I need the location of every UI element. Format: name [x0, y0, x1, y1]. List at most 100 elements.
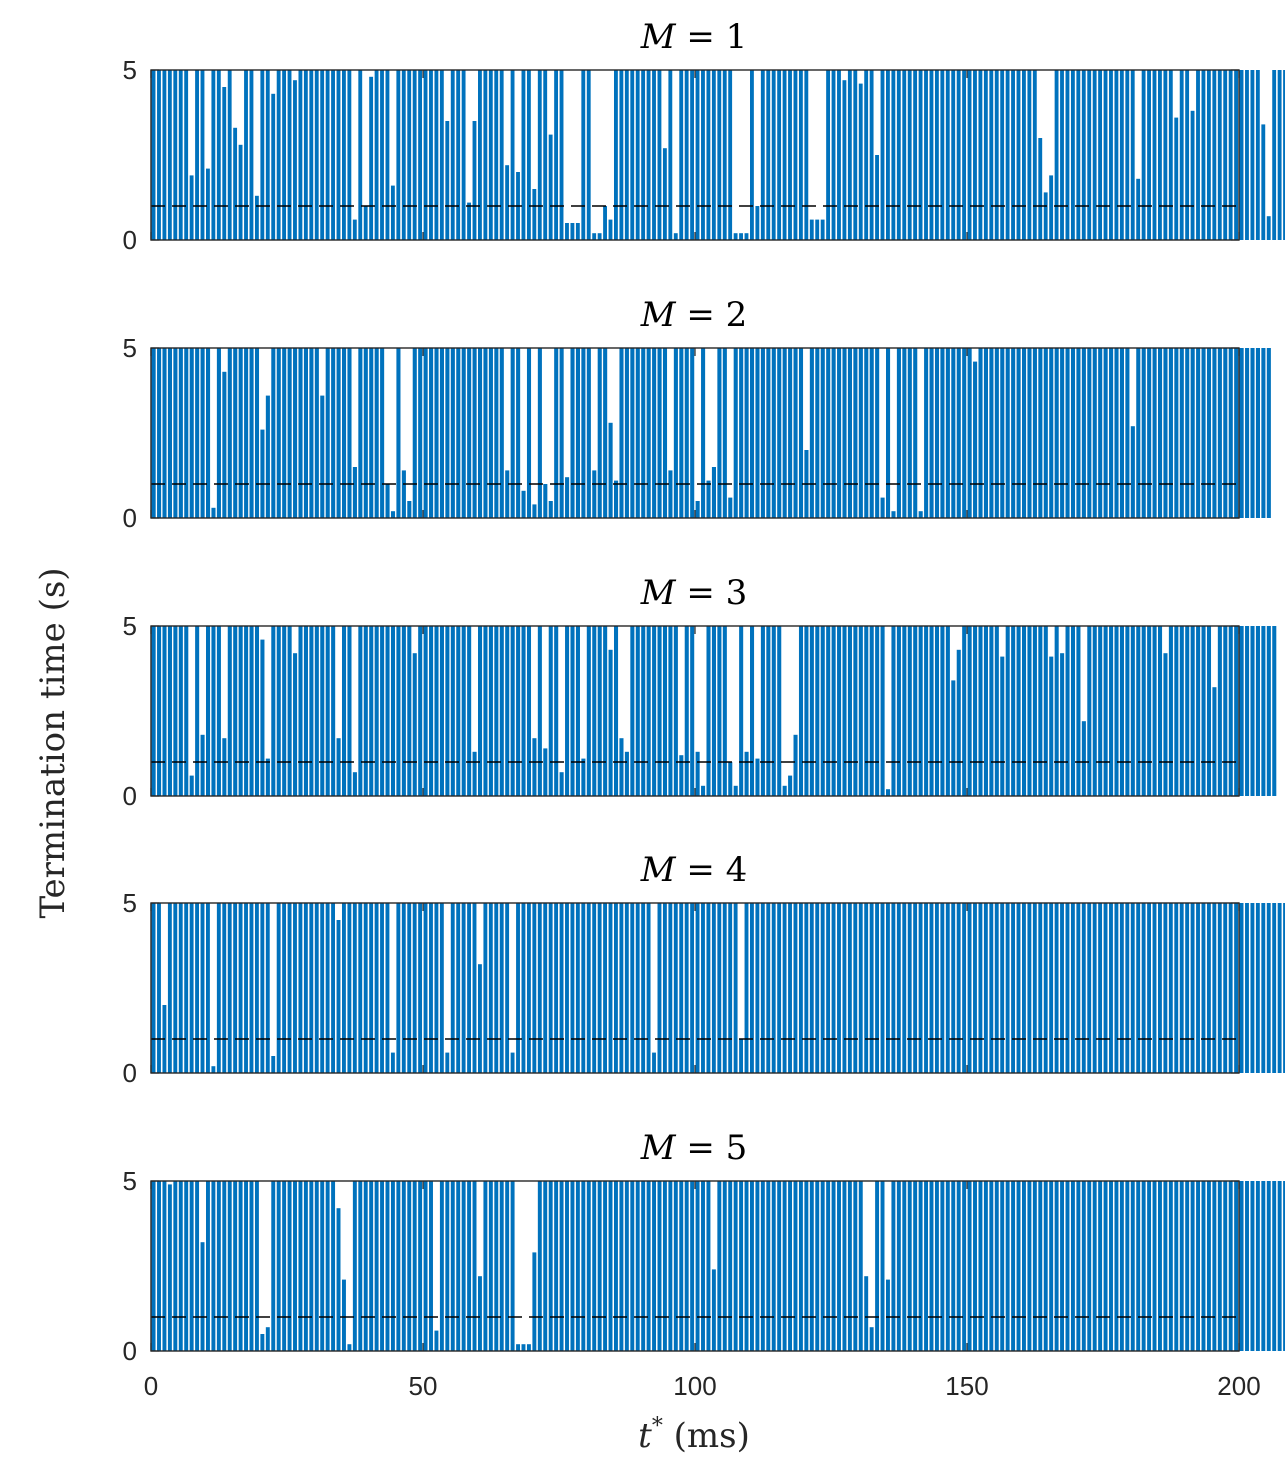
bar [956, 348, 961, 518]
bar [1261, 348, 1266, 518]
bar [178, 70, 183, 240]
bar [592, 1181, 597, 1351]
bar [869, 903, 874, 1073]
bar [1114, 626, 1119, 796]
bar [374, 626, 379, 796]
bar [913, 348, 918, 518]
bar [478, 964, 482, 1073]
bar [646, 1181, 651, 1351]
bar [554, 348, 559, 518]
bar [750, 348, 755, 518]
bar [499, 70, 504, 240]
bar [777, 70, 782, 240]
bar [1011, 626, 1016, 796]
bar [565, 626, 570, 796]
bar [1196, 348, 1201, 518]
bar [1234, 903, 1239, 1073]
bar [831, 626, 836, 796]
bar [1168, 626, 1173, 796]
bar [1119, 70, 1124, 240]
bar [157, 70, 161, 240]
bar [1141, 1181, 1146, 1351]
bar [439, 348, 444, 518]
bar [1152, 70, 1157, 240]
bar [1250, 348, 1255, 518]
bar [1283, 1181, 1285, 1351]
bar [886, 70, 890, 240]
bar [423, 626, 428, 796]
bar [461, 1181, 466, 1351]
bar [739, 233, 743, 240]
bar [695, 501, 700, 518]
bar [1136, 348, 1141, 518]
y-tick-label: 5 [123, 1166, 137, 1196]
bar [668, 1181, 673, 1351]
axes-box [150, 347, 1240, 519]
bar [597, 233, 602, 240]
bar [494, 70, 499, 240]
bar [994, 1181, 999, 1351]
bar [739, 1181, 744, 1351]
bar [548, 903, 553, 1073]
bar [265, 758, 270, 796]
bar [614, 480, 619, 518]
bar [728, 497, 733, 518]
bar [1065, 1181, 1070, 1351]
bar [951, 680, 956, 796]
bar [358, 70, 363, 240]
bar [543, 903, 548, 1073]
bar [1103, 70, 1108, 240]
bar [1092, 903, 1097, 1073]
x-tick-label: 0 [144, 1371, 158, 1401]
bar [722, 903, 727, 1073]
y-tick-label: 0 [123, 1336, 137, 1366]
bar [989, 1181, 994, 1351]
bar [929, 1181, 934, 1351]
bar [570, 626, 575, 796]
bar [630, 1181, 635, 1351]
bar [151, 626, 156, 796]
bar [891, 1181, 896, 1351]
bar [298, 1181, 303, 1351]
bar [1065, 348, 1070, 518]
bar [380, 903, 384, 1073]
bar [254, 195, 259, 240]
bar [1103, 1181, 1108, 1351]
bar [962, 626, 967, 796]
bar [548, 501, 553, 518]
bar [1070, 1181, 1075, 1351]
bar [276, 70, 281, 240]
bar [929, 348, 934, 518]
bar [499, 1181, 504, 1351]
bar [1212, 70, 1217, 240]
bar [244, 903, 248, 1073]
bar [739, 626, 744, 796]
bar [608, 1181, 613, 1351]
bar [445, 348, 450, 518]
bar [244, 1181, 249, 1351]
bar [254, 903, 259, 1073]
bar [254, 348, 260, 518]
bar [978, 903, 983, 1073]
bar [401, 70, 406, 240]
bar [254, 626, 260, 796]
bar [385, 903, 390, 1073]
bar [265, 70, 270, 240]
bar [1005, 903, 1010, 1073]
bar [195, 903, 199, 1073]
bar [1076, 626, 1081, 796]
bar [1245, 903, 1249, 1073]
bar [554, 903, 559, 1073]
bar [755, 206, 760, 240]
bar [1032, 903, 1037, 1073]
bar [940, 626, 945, 796]
bar [798, 903, 803, 1073]
bar [510, 348, 515, 518]
bar [543, 748, 548, 796]
bar [271, 1181, 276, 1351]
bar [962, 70, 967, 240]
bar [1049, 1181, 1054, 1351]
bar [467, 626, 472, 796]
bar [641, 903, 646, 1073]
bar [173, 626, 178, 796]
